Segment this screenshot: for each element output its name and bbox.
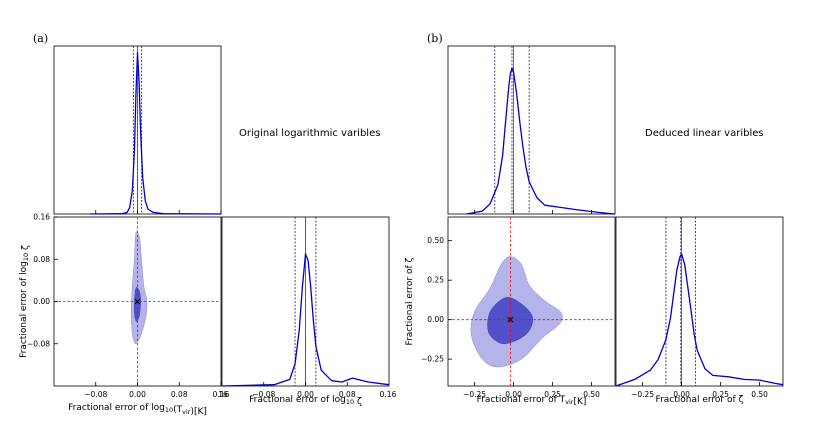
b-bottom-right-frame (615, 216, 784, 387)
b-bottom-left-xtick-label: 0.25 (544, 390, 561, 399)
a-bottom-right-xtick-label: 0.00 (297, 390, 314, 399)
panel-a-note: Original logarithmic varibles (239, 128, 380, 139)
b-bottom-right-xlabel: Fractional error of ζ (656, 395, 744, 405)
a-top-density-curve (90, 51, 222, 215)
a-bottom-right-right-edge-label: 0.16 (380, 390, 397, 399)
subplot-b-top (447, 45, 616, 215)
b-bottom-left-frame (447, 216, 616, 387)
a-bottom-left-truth-marker (134, 298, 141, 305)
a-bottom-left-xtick-label: −0.08 (84, 390, 107, 399)
panel-label-a: (a) (33, 32, 48, 45)
b-bottom-right-xtick-label: −0.25 (631, 390, 654, 399)
subplot-a-top (53, 45, 222, 215)
a-bottom-left-xtick-label: 0.08 (171, 390, 188, 399)
b-top-frame (447, 45, 616, 215)
subplot-b-bottom-right: −0.25 0.00 0.25 0.50 Fractional error of ζ (615, 216, 784, 405)
a-bottom-right-xlabel: Fractional error of log10 ζ (249, 395, 362, 407)
b-bottom-left-xlabel: Fractional error of Tvir[K] (477, 395, 587, 407)
a-bottom-right-density-curve (221, 253, 390, 387)
b-bottom-left-xtick-label: 0.00 (505, 390, 522, 399)
a-bottom-left-outer-contour (130, 231, 148, 345)
b-bottom-left-xtick-label: 0.50 (583, 390, 600, 399)
a-bottom-left-ytick-label: −0.08 (27, 339, 50, 348)
subplot-a-bottom-right: −0.08 0.00 0.08 16 0.16 Fractional error of l… (218, 216, 397, 407)
a-bottom-right-xtick-label: 0.08 (339, 390, 356, 399)
b-bottom-left-truth-marker (507, 316, 514, 323)
subplot-b-bottom-left: −0.25 0.00 0.25 0.50−0.250.000.250.50Fracti… (405, 216, 616, 407)
a-bottom-left-xtick-label: 0.00 (129, 390, 146, 399)
b-bottom-right-density-curve (615, 253, 784, 387)
a-bottom-left-ytick-label: 0.08 (33, 255, 50, 264)
b-bottom-right-xtick-label: 0.50 (751, 390, 768, 399)
b-bottom-left-ytick-label: −0.25 (421, 355, 444, 364)
b-bottom-left-ylabel: Fractional error of ζ (405, 257, 415, 345)
subplot-a-bottom-left: −0.08 0.00 0.08 0.16 −0.08 0.00 0.08 0.16 Fracti… (19, 213, 230, 418)
b-bottom-left-xtick-label: −0.25 (463, 390, 486, 399)
a-bottom-left-ytick-label: 0.00 (33, 297, 50, 306)
a-bottom-left-xtick-label: 0.16 (213, 390, 230, 399)
b-bottom-right-xtick-label: 0.00 (673, 390, 690, 399)
panel-label-b: (b) (427, 32, 443, 45)
b-bottom-left-ytick-label: 0.25 (427, 276, 444, 285)
b-bottom-left-ytick-label: 0.50 (427, 236, 444, 245)
panel-b-note: Deduced linear varibles (645, 128, 764, 139)
b-bottom-left-ytick-label: 0.00 (427, 315, 444, 324)
a-bottom-right-left-edge-label: 16 (218, 390, 228, 399)
a-bottom-left-ytick-label: 0.16 (33, 213, 50, 222)
a-bottom-left-xlabel: Fractional error of log10(Tvir)[K] (68, 403, 207, 417)
a-bottom-left-ylabel: Fractional error of log10 ζ (19, 245, 31, 358)
a-bottom-right-xtick-label: −0.08 (252, 390, 275, 399)
b-bottom-right-xtick-label: 0.25 (712, 390, 729, 399)
b-top-density-curve (466, 67, 616, 215)
